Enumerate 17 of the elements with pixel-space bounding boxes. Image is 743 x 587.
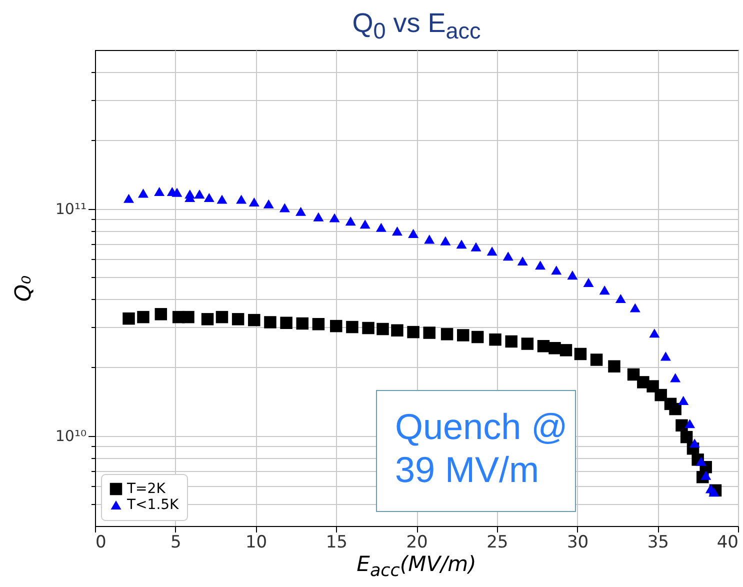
x-tick-label: 30 [566,532,589,552]
x-tick-label: 20 [406,532,428,552]
legend-label: T=2K [126,481,166,497]
x-tick-label: 25 [486,532,508,552]
x-tick-label: 35 [647,532,669,552]
chart-title: Q$_{0}$ vs E$_{acc}$ [351,8,482,44]
x-tick-label: 10 [245,532,268,552]
x-tick-label: 0 [96,532,106,552]
annotation: Quench @ 39 MV/m [376,390,576,512]
y-tick-label: 10¹¹ [55,200,86,218]
y-tick-label: 10¹⁰ [55,427,86,446]
x-tick-label: 5 [170,532,182,552]
legend-label: T<1.5K [126,497,180,513]
x-tick-label: 15 [326,532,348,552]
x-axis-title: E$_{acc}$(MV/m) [356,552,478,582]
y-axis-title: Q₀ [11,275,36,302]
x-tick-label: 40 [716,532,738,552]
